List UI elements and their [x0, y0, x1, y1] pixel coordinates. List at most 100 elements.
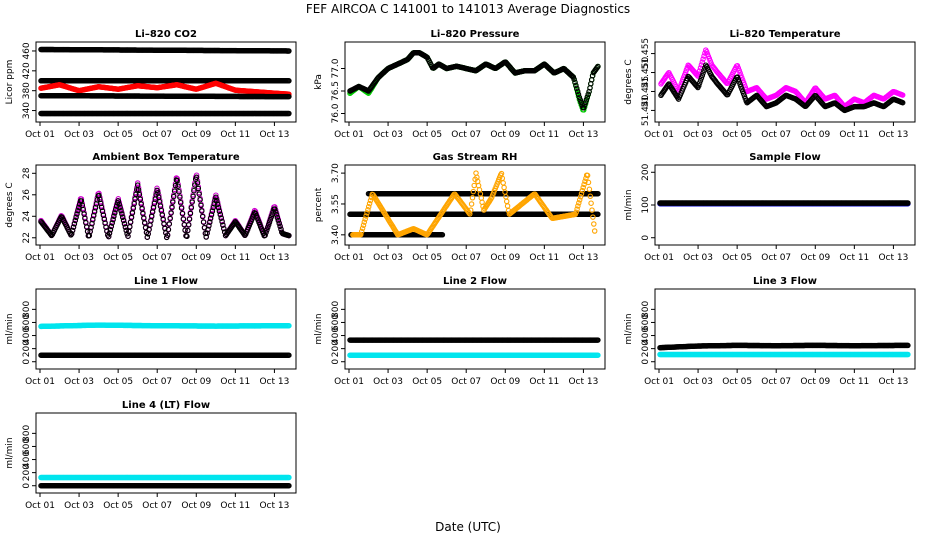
x-tick-label: Oct 05	[722, 253, 752, 263]
x-tick-label: Oct 07	[451, 130, 481, 140]
series	[658, 62, 906, 114]
plot-frame	[654, 41, 916, 123]
y-axis-label: Licor ppm	[5, 60, 15, 105]
data-point	[574, 85, 580, 92]
series	[38, 322, 292, 330]
y-tick-label: 24	[22, 210, 32, 222]
series	[38, 78, 292, 84]
data-point	[571, 76, 577, 82]
data-point	[573, 82, 579, 89]
y-axis-label: degrees C	[624, 59, 634, 104]
x-tick-label: Oct 09	[181, 253, 211, 263]
data-point	[698, 75, 705, 81]
chart-title: Gas Stream RH	[433, 152, 518, 163]
data-point	[696, 80, 703, 86]
series	[365, 190, 601, 197]
data-point	[501, 184, 507, 191]
x-tick-label: Oct 09	[181, 377, 211, 387]
data-point	[591, 228, 598, 234]
y-tick-label: 51.440	[641, 94, 651, 126]
chart-title: Li–820 Temperature	[729, 29, 840, 40]
x-tick-label: Oct 11	[839, 130, 869, 140]
x-tick-label: Oct 09	[490, 253, 520, 263]
y-axis-label: percent	[314, 187, 324, 222]
x-tick-label: Oct 13	[259, 377, 289, 387]
figure-title: FEF AIRCOA C 141001 to 141013 Average Di…	[306, 2, 630, 16]
y-tick-label: 22	[22, 232, 32, 243]
x-tick-label: Oct 01	[644, 130, 674, 140]
x-tick-label: Oct 11	[529, 253, 559, 263]
figure-xlabel: Date (UTC)	[435, 520, 501, 534]
x-tick-label: Oct 11	[220, 253, 250, 263]
x-tick-label: Oct 07	[142, 253, 172, 263]
x-tick-label: Oct 03	[373, 253, 403, 263]
x-tick-label: Oct 07	[142, 130, 172, 140]
x-tick-label: Oct 05	[103, 253, 133, 263]
x-tick-label: Oct 09	[181, 130, 211, 140]
chart-title: Sample Flow	[749, 152, 821, 163]
x-tick-label: Oct 13	[259, 130, 289, 140]
y-tick-label: 3.40	[331, 225, 341, 245]
x-tick-label: Oct 09	[490, 130, 520, 140]
y-tick-label: 800	[22, 301, 32, 318]
x-tick-label: Oct 01	[334, 253, 364, 263]
x-tick-label: Oct 03	[64, 377, 94, 387]
data-point	[576, 94, 583, 101]
x-tick-label: Oct 05	[412, 130, 442, 140]
x-tick-label: Oct 05	[103, 377, 133, 387]
series	[38, 46, 292, 54]
x-tick-label: Oct 03	[683, 130, 713, 140]
y-tick-label: 420	[22, 62, 32, 79]
chart-title: Ambient Box Temperature	[92, 152, 239, 163]
data-point	[478, 195, 485, 201]
x-tick-label: Oct 03	[64, 253, 94, 263]
y-tick-label: 28	[22, 167, 32, 179]
data-point	[582, 99, 589, 106]
x-tick-label: Oct 11	[220, 130, 250, 140]
y-axis-label: kPa	[314, 74, 324, 90]
y-tick-label: 76.5	[331, 81, 341, 101]
y-tick-label: 200	[641, 163, 651, 180]
data-point	[572, 79, 578, 85]
x-tick-label: Oct 09	[800, 130, 830, 140]
x-tick-label: Oct 03	[373, 130, 403, 140]
plot-frame	[35, 41, 297, 123]
x-tick-label: Oct 13	[878, 130, 908, 140]
data-point	[899, 99, 906, 106]
y-tick-label: 3.70	[331, 163, 341, 183]
x-tick-label: Oct 01	[25, 377, 55, 387]
data-point	[581, 102, 588, 108]
data-point	[588, 200, 594, 206]
series	[350, 170, 598, 238]
x-tick-label: Oct 05	[103, 130, 133, 140]
x-tick-label: Oct 07	[761, 130, 791, 140]
data-point	[574, 88, 581, 95]
data-point	[737, 70, 743, 76]
y-tick-label: 51.455	[641, 38, 651, 70]
data-point	[468, 201, 475, 207]
plot-frame	[35, 164, 297, 246]
x-tick-label: Oct 05	[412, 253, 442, 263]
y-axis-label: ml/min	[624, 189, 634, 220]
x-tick-label: Oct 07	[451, 253, 481, 263]
data-point	[286, 110, 292, 117]
data-point	[134, 180, 141, 186]
data-point	[471, 182, 477, 189]
y-axis-label: ml/min	[5, 313, 15, 344]
x-tick-label: Oct 11	[529, 130, 559, 140]
x-tick-label: Oct 09	[800, 253, 830, 263]
y-tick-label: 26	[22, 189, 32, 201]
data-point	[591, 221, 597, 227]
x-tick-label: Oct 05	[722, 130, 752, 140]
x-tick-label: Oct 13	[568, 253, 598, 263]
data-point	[286, 78, 292, 84]
data-point	[682, 69, 689, 76]
data-point	[500, 180, 506, 186]
